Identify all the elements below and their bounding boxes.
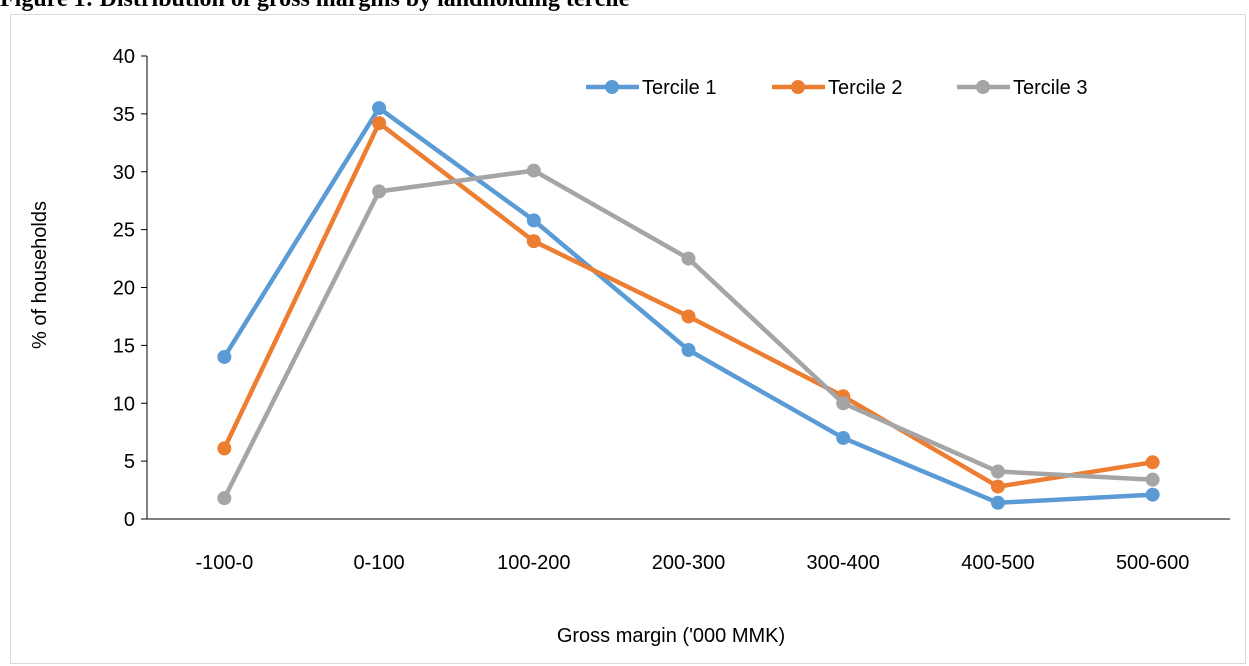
series-line (222, 120, 1153, 489)
data-point (217, 441, 232, 456)
x-tick-label: 200-300 (652, 552, 725, 574)
legend-label: Tercile 1 (642, 77, 716, 99)
axes (141, 55, 1230, 520)
y-tick-label: 30 (113, 162, 135, 184)
x-tick-label: 100-200 (497, 552, 570, 574)
y-tick-label: 15 (113, 335, 135, 357)
data-point (990, 495, 1005, 510)
x-tick-label: 0-100 (353, 552, 404, 574)
legend-swatch-marker (976, 80, 990, 94)
legend: Tercile 1 Tercile 2 Tercile 3 (586, 77, 1087, 99)
legend-swatch-marker (605, 80, 619, 94)
legend-label: Tercile 3 (1013, 77, 1087, 99)
y-tick-label: 20 (113, 278, 135, 300)
data-point (372, 101, 387, 116)
data-point (681, 343, 696, 358)
y-tick-label: 25 (113, 220, 135, 242)
data-point (372, 116, 387, 131)
data-point (526, 234, 541, 249)
data-point (681, 251, 696, 266)
series-lines (217, 101, 1160, 510)
data-point (990, 464, 1005, 479)
legend-item: Tercile 3 (957, 77, 1087, 99)
series-line (222, 105, 1153, 506)
data-point (990, 479, 1005, 494)
y-tick-label: 40 (113, 46, 135, 68)
data-point (836, 430, 851, 445)
y-axis-label: % of households (29, 201, 51, 349)
x-axis-label: Gross margin ('000 MMK) (557, 625, 785, 647)
y-tick-label: 5 (124, 451, 135, 473)
x-tick-label: 500-600 (1116, 552, 1189, 574)
legend-item: Tercile 1 (586, 77, 716, 99)
y-tick-labels: 0 5 10 15 20 25 30 35 40 (113, 46, 135, 531)
data-point (526, 163, 541, 178)
y-tick-label: 10 (113, 393, 135, 415)
legend-label: Tercile 2 (828, 77, 902, 99)
data-point (217, 349, 232, 364)
series-line (222, 168, 1153, 500)
data-point (372, 184, 387, 199)
series-3 (217, 163, 1160, 506)
legend-item: Tercile 2 (772, 77, 902, 99)
chart-area (10, 14, 1246, 664)
data-point (1145, 472, 1160, 487)
data-point (526, 213, 541, 228)
data-point (836, 396, 851, 411)
data-point (217, 491, 232, 506)
figure-title: Figure 1: Distribution of gross margins … (0, 0, 629, 13)
x-tick-label: -100-0 (195, 552, 253, 574)
series-1 (217, 101, 1160, 510)
y-tick-label: 35 (113, 104, 135, 126)
x-tick-label: 400-500 (961, 552, 1034, 574)
x-tick-labels: -100-0 0-100 100-200 200-300 300-400 400-500 5… (195, 552, 1189, 574)
data-point (1145, 455, 1160, 470)
y-tick-label: 0 (124, 509, 135, 531)
legend-swatch-marker (791, 80, 805, 94)
series-2 (217, 116, 1160, 494)
data-point (681, 309, 696, 324)
data-point (1145, 487, 1160, 502)
x-tick-label: 300-400 (807, 552, 880, 574)
